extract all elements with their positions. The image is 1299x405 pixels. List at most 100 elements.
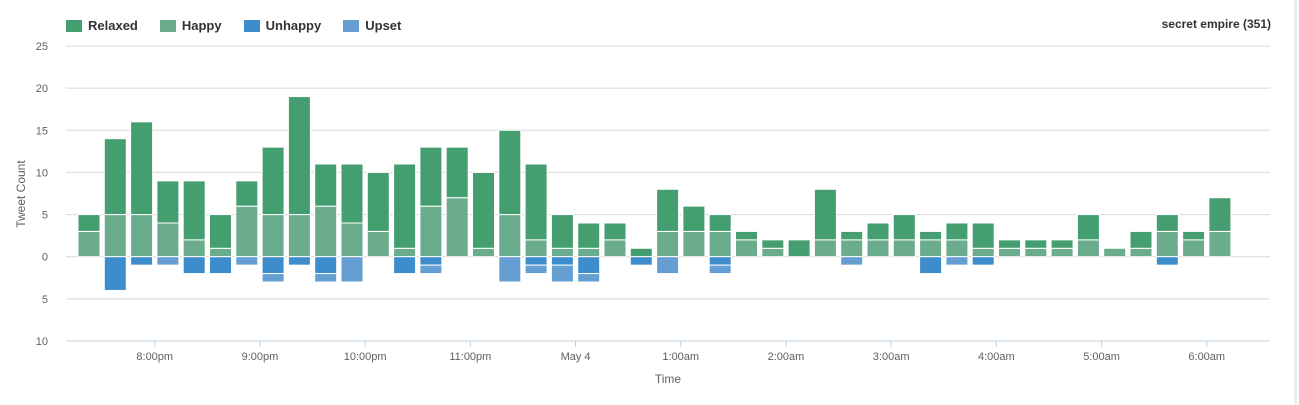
bar-happy	[998, 247, 1021, 258]
x-tick-label: 2:00am	[768, 351, 805, 363]
bar-happy	[866, 239, 890, 258]
panel-edge	[1294, 0, 1297, 405]
bar-unhappy	[419, 256, 443, 266]
bar-relaxed	[209, 214, 232, 249]
bar-happy	[761, 247, 785, 258]
bar-relaxed	[182, 180, 206, 241]
chart-title: secret empire (351)	[1161, 17, 1271, 31]
bar-happy	[340, 222, 364, 258]
bar-relaxed	[77, 214, 101, 232]
legend-item-happy[interactable]: Happy	[159, 18, 222, 33]
bar-upset	[340, 256, 364, 283]
bar-relaxed	[682, 205, 706, 232]
bar-relaxed	[419, 146, 443, 207]
bar-relaxed	[761, 239, 785, 249]
legend-item-unhappy[interactable]: Unhappy	[243, 18, 321, 33]
bar-happy	[892, 239, 916, 258]
bar-upset	[235, 256, 259, 266]
bar-upset	[524, 264, 548, 275]
bar-happy	[971, 247, 995, 258]
bar-happy	[1182, 239, 1206, 258]
bar-happy	[261, 214, 285, 258]
bar-relaxed	[1076, 214, 1100, 241]
bar-unhappy	[919, 256, 943, 275]
bar-relaxed	[314, 163, 338, 207]
bar-upset	[314, 273, 338, 283]
bar-unhappy	[103, 256, 127, 291]
bar-upset	[261, 273, 285, 283]
bar-relaxed	[472, 171, 495, 249]
legend-swatch-unhappy	[243, 19, 260, 32]
bar-happy	[156, 222, 180, 258]
legend-item-relaxed[interactable]: Relaxed	[66, 18, 138, 33]
bar-happy	[524, 239, 548, 258]
bar-unhappy	[577, 256, 601, 275]
bar-unhappy	[550, 256, 574, 266]
bar-upset	[577, 273, 601, 283]
y-tick-label: 10	[36, 336, 48, 348]
y-tick-label: 25	[36, 41, 48, 53]
bar-upset	[156, 256, 180, 266]
bar-happy	[708, 230, 732, 258]
x-tick-label: 8:00pm	[136, 351, 173, 363]
bar-relaxed	[892, 214, 916, 241]
bar-happy	[1155, 230, 1179, 258]
bar-happy	[656, 230, 680, 258]
bar-relaxed	[735, 230, 758, 241]
bar-upset	[945, 256, 969, 266]
bar-happy	[445, 197, 469, 258]
bar-unhappy	[209, 256, 232, 275]
bar-relaxed	[787, 239, 811, 258]
bar-relaxed	[498, 129, 522, 216]
legend-swatch-upset	[343, 19, 360, 32]
bar-relaxed	[1024, 239, 1048, 249]
bar-happy	[550, 247, 574, 258]
bar-relaxed	[130, 121, 154, 216]
bar-relaxed	[866, 222, 890, 241]
bar-happy	[77, 230, 101, 258]
bar-relaxed	[656, 188, 680, 232]
bar-upset	[498, 256, 522, 283]
x-tick-label: 4:00am	[978, 351, 1015, 363]
bar-relaxed	[287, 96, 311, 216]
bar-relaxed	[813, 188, 837, 241]
bar-happy	[182, 239, 206, 258]
bar-upset	[708, 264, 732, 275]
bar-relaxed	[629, 247, 653, 258]
x-tick-label: 5:00am	[1083, 351, 1120, 363]
y-tick-label: 20	[36, 83, 48, 95]
bar-upset	[656, 256, 680, 275]
y-axis-title: Tweet Count	[14, 160, 28, 228]
bar-happy	[209, 247, 232, 258]
bar-happy	[103, 214, 127, 258]
bar-relaxed	[103, 138, 127, 216]
bar-relaxed	[945, 222, 969, 241]
bar-happy	[393, 247, 417, 258]
bar-upset	[840, 256, 864, 266]
bar-relaxed	[156, 180, 180, 224]
bar-happy	[1129, 247, 1153, 258]
bar-happy	[419, 205, 443, 258]
bar-relaxed	[708, 214, 732, 232]
bar-happy	[813, 239, 837, 258]
bar-relaxed	[261, 146, 285, 216]
x-tick-label: 10:00pm	[344, 351, 387, 363]
bar-relaxed	[840, 230, 864, 241]
bar-relaxed	[998, 239, 1021, 249]
x-tick-label: 6:00am	[1188, 351, 1225, 363]
x-tick-label: May 4	[561, 351, 591, 363]
y-tick-label: 15	[36, 125, 48, 137]
legend-item-upset[interactable]: Upset	[343, 18, 401, 33]
bar-happy	[577, 247, 601, 258]
legend-swatch-relaxed	[66, 19, 82, 32]
bar-relaxed	[1129, 230, 1153, 249]
x-tick-label: 11:00pm	[449, 351, 491, 363]
legend-label-happy: Happy	[181, 18, 222, 33]
legend-label-upset: Upset	[365, 18, 402, 33]
bar-unhappy	[182, 256, 206, 275]
bar-unhappy	[393, 256, 417, 275]
bar-happy	[919, 239, 943, 258]
bar-unhappy	[971, 256, 995, 266]
bar-relaxed	[366, 171, 390, 232]
